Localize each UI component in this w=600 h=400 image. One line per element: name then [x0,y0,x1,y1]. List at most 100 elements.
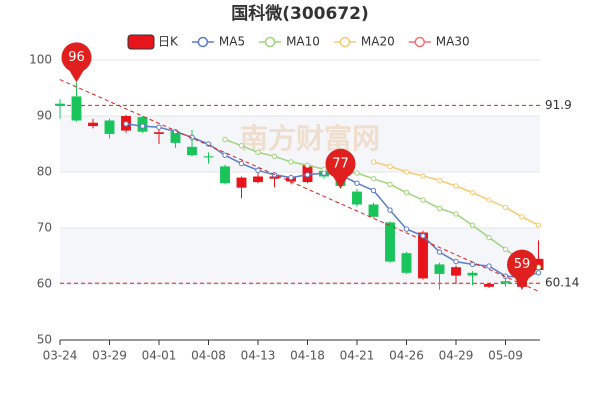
legend-swatch [264,36,276,48]
ma-point [453,211,459,217]
candle-body [401,253,412,273]
legend-swatch [197,36,209,48]
ma-line [224,138,539,268]
ma-point [453,183,459,189]
candle-body [434,264,445,274]
ma-point [288,174,294,181]
chart-title: 国科微(300672) [231,3,369,24]
ma-point [255,149,261,156]
ma-point [436,177,443,184]
ma-point [453,258,459,265]
y-tick-label: 50 [37,333,52,347]
ma-point [469,190,476,196]
ma-point [469,261,476,268]
pin-head [325,148,356,179]
candle-body [154,132,164,134]
ma-point [502,246,509,252]
y-tick-label: 70 [37,221,52,235]
candle-body [484,284,494,287]
legend-label: 日K [158,35,179,49]
ma-point [370,159,377,165]
ma-point [222,136,228,143]
ma-point [535,270,542,276]
candle-body [104,120,115,134]
ma-point [354,180,360,186]
pin-label: 96 [68,50,85,65]
legend-label: MA10 [286,35,320,49]
ma-point [387,163,393,170]
candle-body [236,177,247,188]
candle-body [71,96,82,121]
legend-swatch [339,36,351,48]
ma-point [238,142,245,149]
x-tick-label: 04-21 [340,349,375,363]
ma-point [403,169,410,175]
ma-point [420,197,426,203]
ma-point [156,124,162,130]
candle-body [368,204,379,217]
candle-body [467,272,478,276]
x-tick-label: 04-29 [439,349,474,363]
x-tick-label: 04-13 [241,349,276,363]
ma-point [420,173,426,179]
pin-label: 77 [332,156,349,171]
ma-point [139,123,146,129]
x-tick-label: 03-24 [43,349,78,363]
candle-body [187,146,197,156]
watermark: 南方财富网 [240,122,380,155]
legend-swatch [414,36,426,48]
candle-body [533,258,544,270]
x-tick-label: 03-29 [92,349,127,363]
x-tick-label: 05-09 [488,349,523,363]
ma-point [304,162,311,168]
ma-point [354,170,360,176]
candle-body [352,191,362,205]
ma-point [387,181,393,188]
legend-label: MA30 [436,35,470,49]
y-tick-label: 100 [29,53,52,67]
x-tick-label: 04-01 [142,349,177,363]
ma-point [271,153,278,160]
candle-body [385,222,395,262]
candle-body [203,156,214,158]
x-tick-label: 04-08 [191,349,226,363]
ma-point [486,263,492,269]
ma-point [486,197,492,203]
ma-point [535,222,542,228]
legend-label: MA20 [361,35,395,49]
ma-point [222,152,228,158]
x-tick-label: 04-18 [290,349,325,363]
ma-point [255,167,261,174]
candle-body [170,131,181,143]
ma-point [321,166,327,172]
candle-body [55,103,65,106]
ma-point [436,249,443,255]
ma-point [469,222,476,228]
ma-point [370,176,377,182]
legend-swatch [127,34,155,50]
ma-point [387,207,393,213]
ma-point [420,233,426,239]
ma-point [288,159,294,165]
pin-label: 59 [514,257,531,272]
candle-body [418,232,428,279]
grid-band [60,228,540,284]
ma-point [519,214,525,220]
trend-line [59,79,539,292]
ma-point [403,226,410,232]
ma-point [436,205,443,212]
candle-body [500,281,511,283]
ma-point [502,204,509,210]
reference-label: 91.9 [545,98,572,112]
ma-point [486,234,492,241]
ma-point [123,121,129,127]
x-tick-label: 04-26 [389,349,424,363]
candle-body [220,166,230,184]
candle-body [253,176,263,183]
candle-body [88,122,98,127]
pin-head [61,42,92,73]
reference-label: 60.14 [545,276,579,290]
ma-point [403,190,410,196]
pin-head [507,249,537,280]
